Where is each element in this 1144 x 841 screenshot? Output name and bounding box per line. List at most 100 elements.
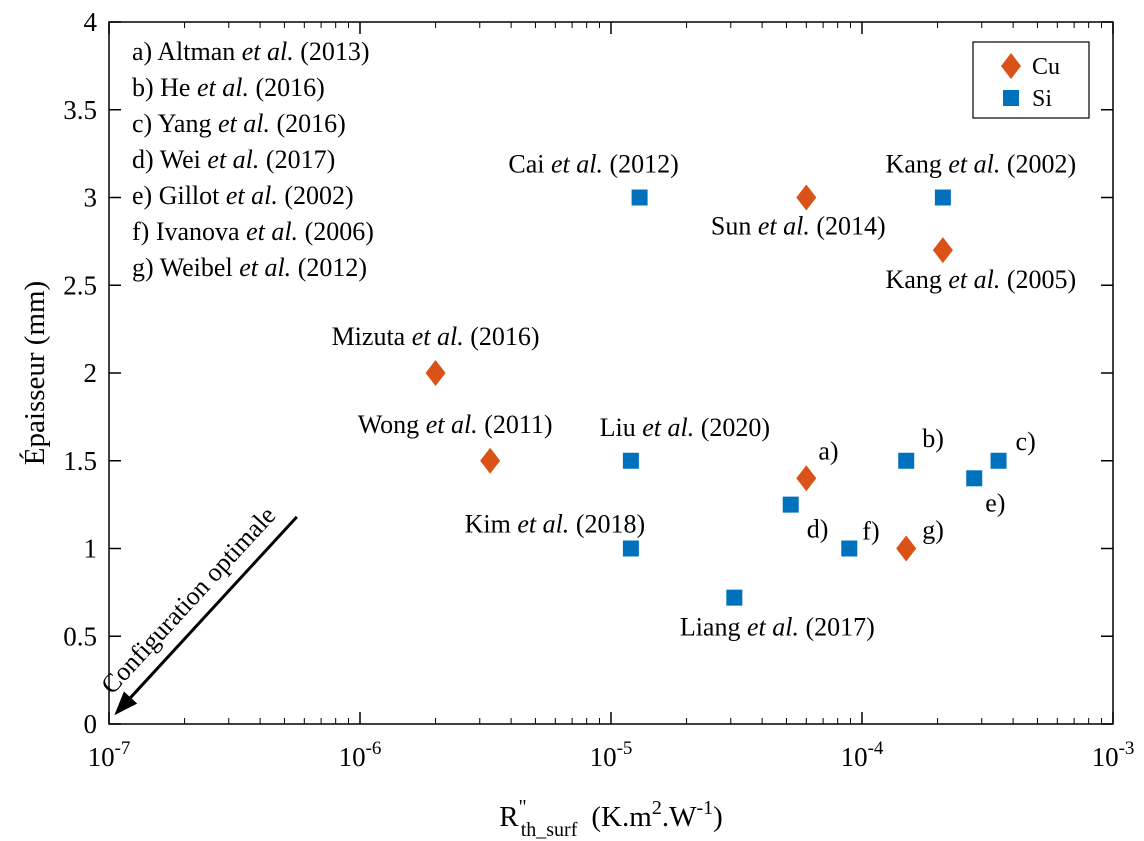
italic-text: et al. (747, 613, 799, 642)
text-part: a) (818, 436, 838, 465)
text-part: (2012) (603, 150, 679, 179)
x-tick-label: 10-4 (841, 738, 884, 772)
point-label: Cai et al. (2012) (508, 150, 678, 179)
text-part: g) (922, 516, 944, 545)
legend-label: Cu (1032, 54, 1060, 80)
italic-text: et al. (426, 410, 478, 439)
text-part: f) (862, 517, 879, 546)
x-title-part: (K.m (591, 801, 652, 833)
point-labels: Mizuta et al. (2016) Wong et al. (2011) Ca… (332, 150, 1077, 642)
x-tick-exponent: -7 (115, 738, 131, 759)
point-label: Sun et al. (2014) (711, 212, 886, 241)
cu-point (480, 447, 501, 474)
axis-titles: R" th_surf (K.m2.W-1)Épaisseur (mm) (18, 281, 723, 841)
x-title-part: R (499, 801, 519, 833)
axis-ticks: 10-7 10-6 10-5 10-4 10-300.511.522.533.54 (63, 7, 1134, 772)
point-label: f) (862, 517, 879, 546)
x-axis-title: R" th_surf (K.m2.W-1) (499, 796, 723, 841)
text-part: a) Altman (132, 37, 242, 66)
text-part: Kang (886, 265, 949, 294)
text-part: Cai (508, 150, 551, 179)
italic-text: et al. (758, 212, 810, 241)
italic-text: et al. (642, 413, 694, 442)
italic-text: et al. (239, 253, 291, 282)
si-point (782, 496, 799, 513)
x-tick-label: 10-3 (1092, 738, 1135, 772)
reference-item: d) Wei et al. (2017) (132, 145, 335, 174)
si-point (622, 540, 639, 557)
legend-cu-marker (1001, 53, 1021, 79)
si-point (631, 189, 648, 206)
text-part: b) (922, 424, 944, 453)
y-axis-title: Épaisseur (mm) (18, 281, 51, 465)
optimal-arrow-head (114, 691, 138, 716)
text-part: Mizuta (332, 322, 412, 351)
reference-item: b) He et al. (2016) (132, 73, 325, 102)
text-part: (2016) (249, 73, 325, 102)
text-part: (2018) (569, 510, 645, 539)
point-label: Wong et al. (2011) (358, 410, 553, 439)
italic-text: et al. (207, 145, 259, 174)
point-label: c) (1016, 427, 1036, 456)
si-point (841, 540, 858, 557)
y-tick-label: 3.5 (63, 95, 97, 125)
text-part: Wong (358, 410, 426, 439)
text-part: (2011) (478, 410, 553, 439)
text-part: (2002) (278, 181, 354, 210)
point-label: Mizuta et al. (2016) (332, 322, 540, 351)
text-part: (2006) (298, 217, 374, 246)
y-tick-label: 4 (84, 7, 98, 37)
data-points (425, 184, 1007, 606)
x-tick-exponent: -4 (868, 738, 884, 759)
text-part: Liu (600, 413, 643, 442)
point-label: b) (922, 424, 944, 453)
point-label: Kim et al. (2018) (465, 510, 646, 539)
text-part: f) Ivanova (132, 217, 246, 246)
text-part: Sun (711, 212, 758, 241)
y-tick-label: 0.5 (63, 621, 97, 651)
si-point (622, 452, 639, 469)
plot-frame (108, 21, 1114, 725)
point-label: g) (922, 516, 944, 545)
italic-text: et al. (242, 37, 294, 66)
text-part: (2014) (810, 212, 886, 241)
references-list: a) Altman et al. (2013) b) He et al. (201… (132, 37, 374, 282)
x-tick-base: 10 (1092, 742, 1119, 772)
y-tick-label: 0 (84, 709, 98, 739)
point-label: e) (985, 488, 1005, 517)
text-part: d) (807, 515, 829, 544)
legend: Cu Si (972, 41, 1090, 119)
cu-point (425, 360, 446, 386)
text-part: b) He (132, 73, 197, 102)
x-title-part: .W (662, 801, 697, 833)
reference-item: c) Yang et al. (2016) (132, 109, 346, 138)
legend-label: Si (1032, 86, 1052, 112)
si-point (898, 452, 915, 469)
text-part: e) Gillot (132, 181, 226, 210)
x-title-part: th_surf (521, 819, 578, 841)
x-tick-exponent: -3 (1119, 738, 1135, 759)
x-title-part: " (519, 796, 527, 818)
text-part: e) (985, 488, 1005, 517)
x-tick-base: 10 (88, 742, 115, 772)
x-tick-base: 10 (590, 742, 617, 772)
cu-point (932, 237, 953, 264)
text-part: (2020) (694, 413, 770, 442)
italic-text: et al. (246, 217, 298, 246)
point-label: Kang et al. (2005) (886, 265, 1077, 294)
italic-text: et al. (412, 322, 464, 351)
y-tick-label: 1.5 (63, 446, 97, 476)
italic-text: et al. (948, 265, 1000, 294)
x-tick-exponent: -5 (617, 738, 633, 759)
si-point (934, 189, 951, 206)
x-tick-base: 10 (339, 742, 366, 772)
text-part: Liang (680, 613, 747, 642)
point-label: d) (807, 515, 829, 544)
text-part: (2017) (799, 613, 875, 642)
italic-text: et al. (517, 510, 569, 539)
italic-text: et al. (226, 181, 278, 210)
italic-text: et al. (218, 109, 270, 138)
reference-item: g) Weibel et al. (2012) (132, 253, 367, 282)
point-label: Kang et al. (2002) (886, 150, 1077, 179)
